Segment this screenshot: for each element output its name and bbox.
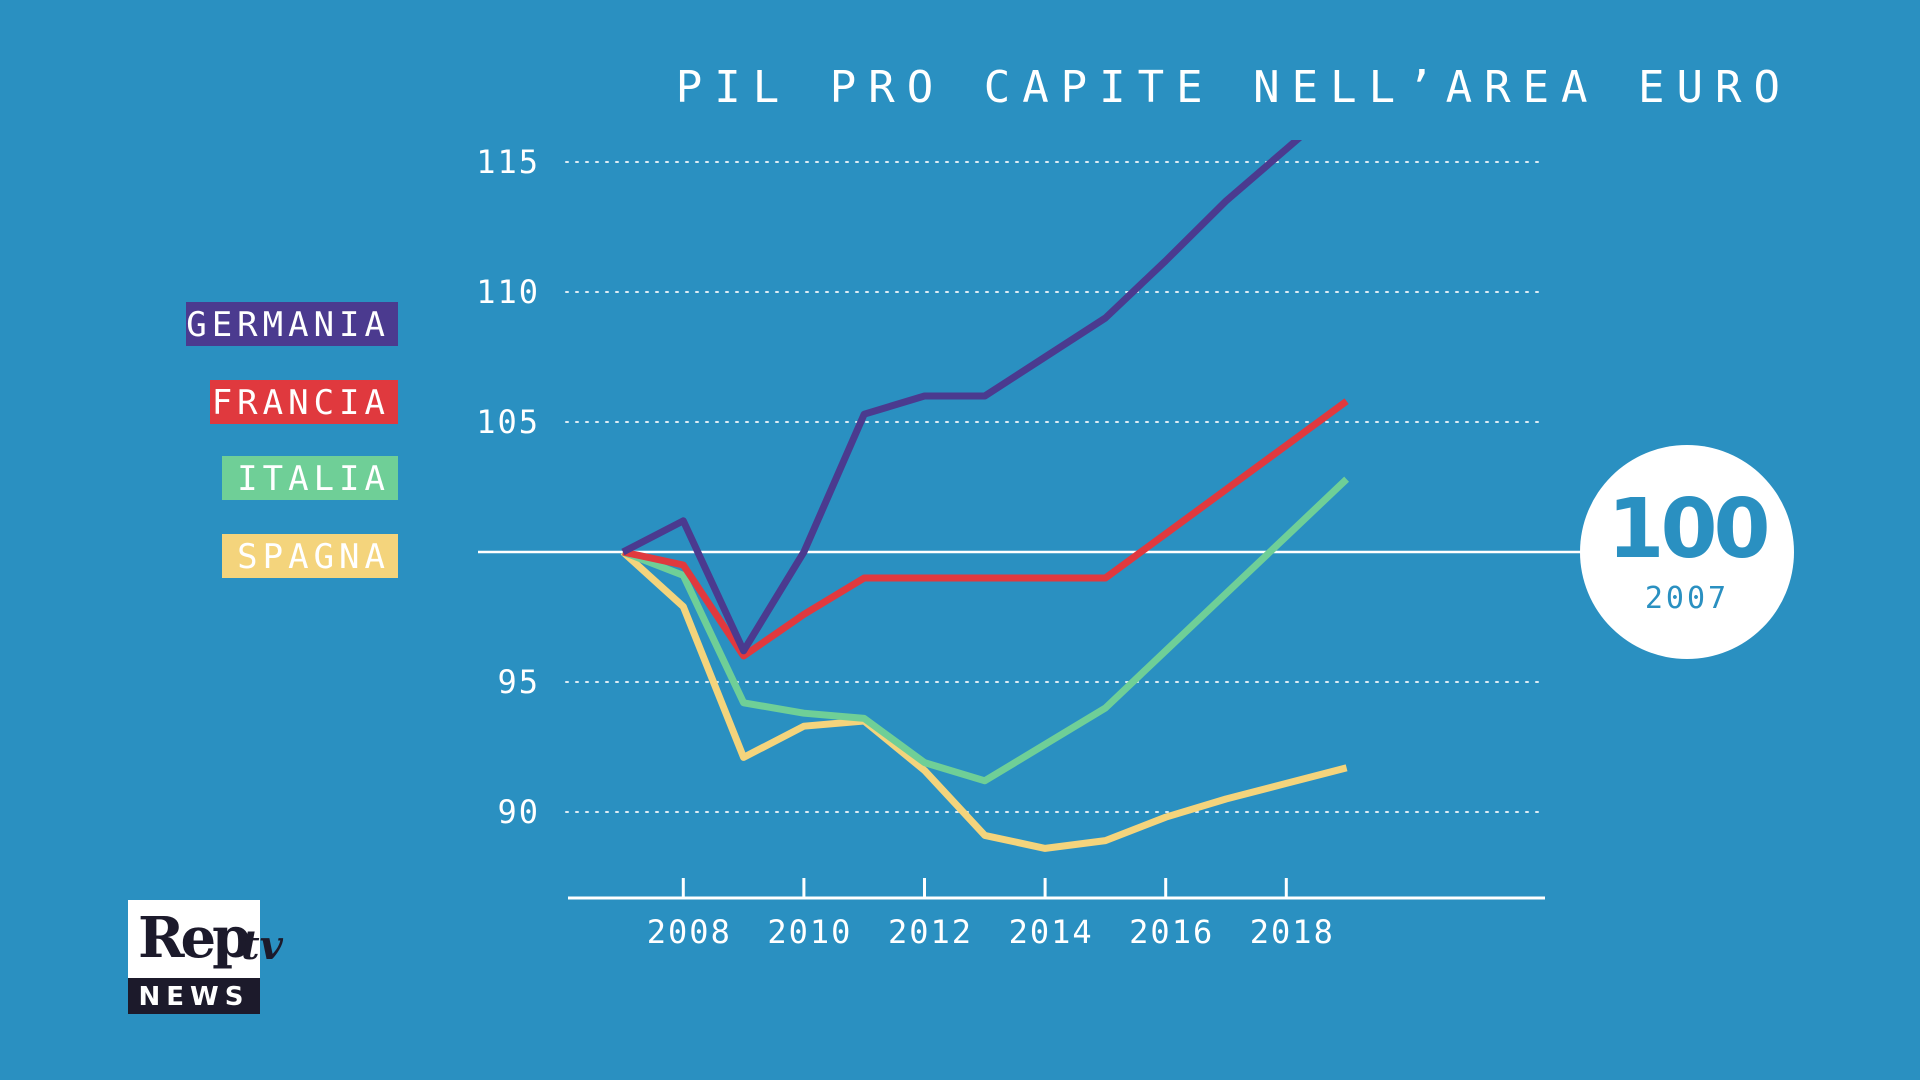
y-tick-115: 115 xyxy=(476,143,540,181)
baseline-badge: 100 2007 xyxy=(1580,445,1794,659)
series-line-francia xyxy=(622,398,1349,660)
y-tick-95: 95 xyxy=(497,663,540,701)
x-tick-2008: 2008 xyxy=(647,913,732,951)
logo-tagline: NEWS xyxy=(128,978,260,1014)
logo-brand: Rep xyxy=(138,905,251,971)
chart-title: PIL PRO CAPITE NELL’AREA EURO xyxy=(675,62,1792,113)
baseline-value: 100 xyxy=(1607,481,1770,577)
legend-item-germania: GERMANIA xyxy=(186,302,398,346)
x-tick-2010: 2010 xyxy=(767,913,852,951)
series-line-italia xyxy=(621,476,1350,785)
y-tick-90: 90 xyxy=(497,793,540,831)
y-tick-105: 105 xyxy=(476,403,540,441)
x-tick-2018: 2018 xyxy=(1250,913,1335,951)
legend-item-spagna: SPAGNA xyxy=(222,534,398,578)
logo-brand-box: Rep xyxy=(128,900,260,978)
x-tick-2014: 2014 xyxy=(1009,913,1094,951)
x-tick-2012: 2012 xyxy=(888,913,973,951)
logo-suffix: tv xyxy=(241,922,283,969)
y-tick-110: 110 xyxy=(476,273,540,311)
legend-item-italia: ITALIA xyxy=(222,456,398,500)
reptv-news-logo: Rep tv NEWS xyxy=(128,900,288,1015)
x-tick-2016: 2016 xyxy=(1129,913,1214,951)
legend-item-francia: FRANCIA xyxy=(210,380,398,424)
baseline-year: 2007 xyxy=(1644,580,1730,616)
series-line-germania xyxy=(621,140,1303,655)
series-line-spagna xyxy=(620,549,1348,852)
